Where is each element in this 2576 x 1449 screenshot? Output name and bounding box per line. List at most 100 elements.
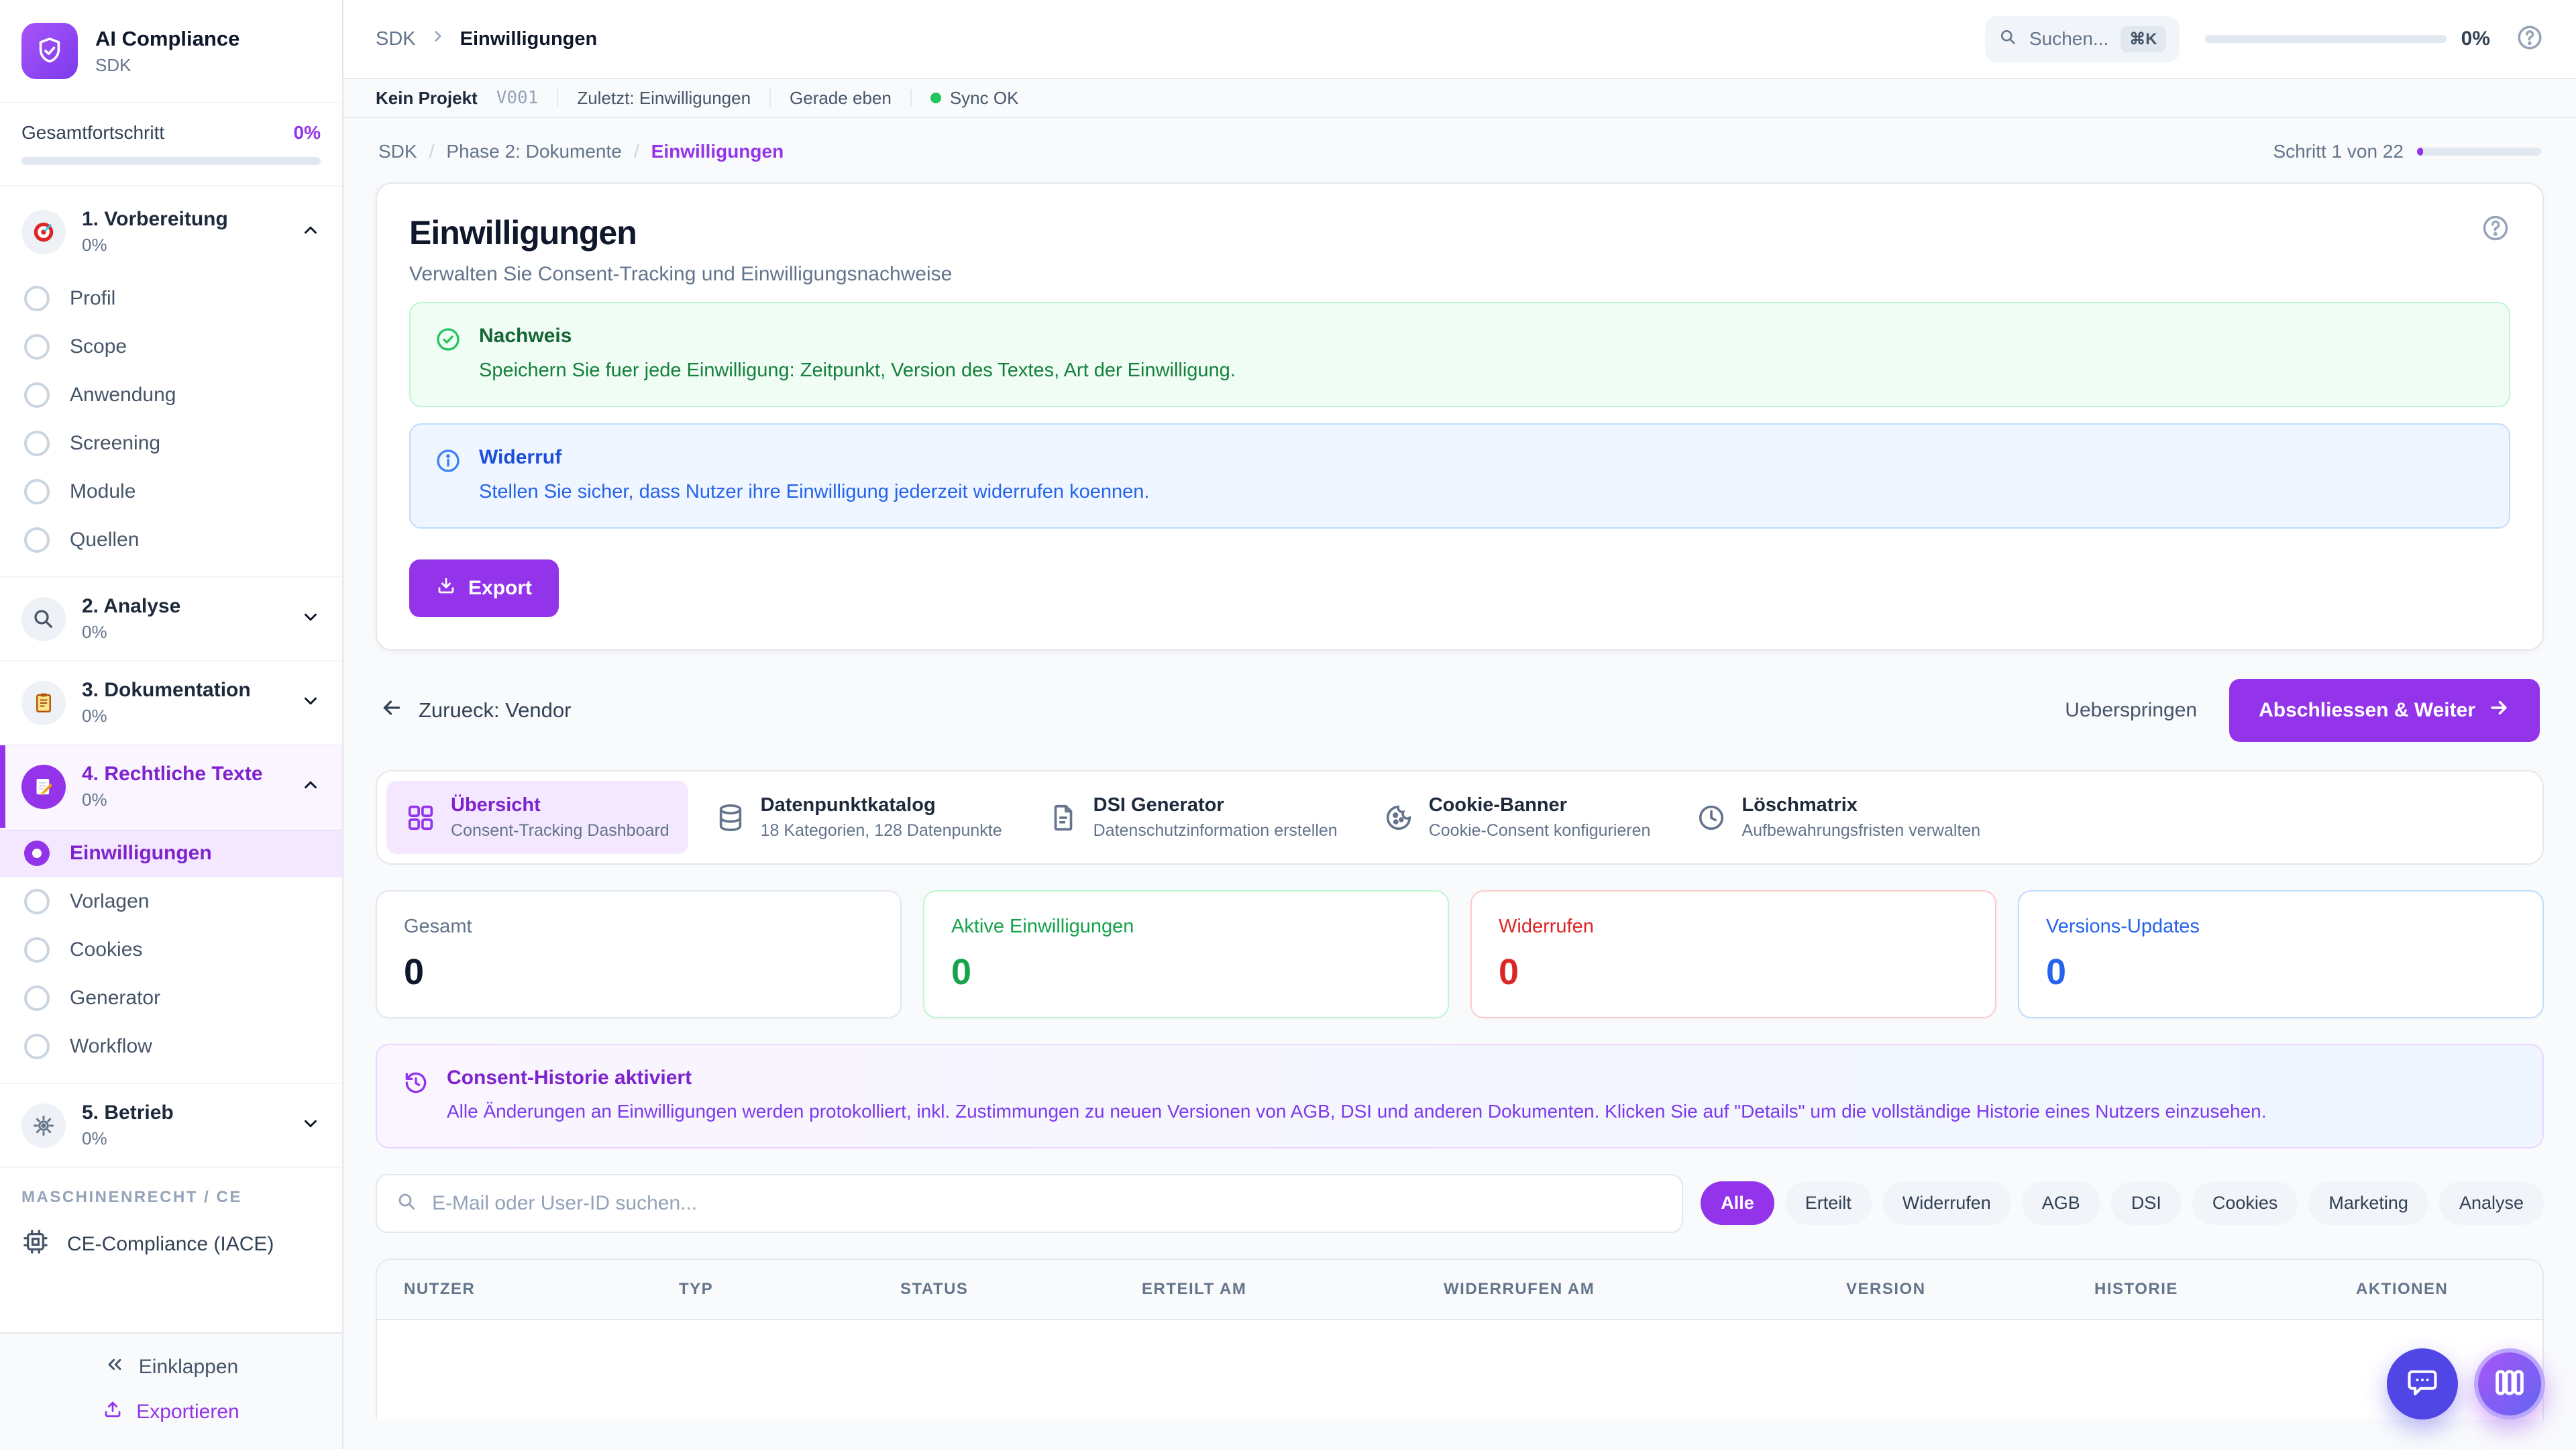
- step-radio: [24, 286, 50, 311]
- consent-history-banner: Consent-Historie aktiviert Alle Änderung…: [376, 1044, 2544, 1148]
- sidebar-item-label: Cookies: [70, 938, 143, 961]
- note-title: Nachweis: [479, 325, 572, 347]
- sidebar-item-label: Generator: [70, 987, 161, 1009]
- tab-datenpunktkatalog[interactable]: Datenpunktkatalog 18 Kategorien, 128 Date…: [696, 781, 1021, 854]
- filter-chip-dsi[interactable]: DSI: [2110, 1181, 2182, 1226]
- collapse-label: Einklappen: [138, 1356, 239, 1378]
- sidebar-section-vorbereitung[interactable]: 1. Vorbereitung 0%: [0, 191, 342, 273]
- sidebar-item-ce-compliance[interactable]: CE-Compliance (IACE): [0, 1216, 342, 1273]
- grid-icon: [405, 802, 436, 833]
- sidebar-section-rechtliche-texte[interactable]: 4. Rechtliche Texte 0%: [0, 745, 342, 828]
- filter-chip-alle[interactable]: Alle: [1701, 1181, 1774, 1226]
- tab-dsi-generator[interactable]: DSI Generator Datenschutzinformation erst…: [1029, 781, 1356, 854]
- banner-title: Consent-Historie aktiviert: [447, 1067, 692, 1089]
- page-breadcrumb: SDK Phase 2: Dokumente Einwilligungen: [378, 141, 784, 162]
- version-badge: V001: [496, 88, 539, 108]
- note-text: Stellen Sie sicher, dass Nutzer ihre Ein…: [479, 481, 1150, 503]
- tab-subtitle: Datenschutzinformation erstellen: [1093, 821, 1338, 841]
- sidebar-item-cookies[interactable]: Cookies: [0, 926, 342, 974]
- arrow-left-icon: [380, 696, 404, 725]
- tab-loeschmatrix[interactable]: Löschmatrix Aufbewahrungsfristen verwalte…: [1677, 781, 1999, 854]
- sidebar-section-analyse[interactable]: 2. Analyse 0%: [0, 578, 342, 660]
- table-header-row: NUTZER TYP STATUS ERTEILT AM WIDERRUFEN …: [377, 1259, 2542, 1320]
- history-icon: [402, 1069, 429, 1099]
- help-icon[interactable]: [2481, 213, 2510, 246]
- stat-value: 0: [1499, 952, 1519, 993]
- section-title: 3. Dokumentation: [82, 679, 251, 701]
- sidebar-item-module[interactable]: Module: [0, 468, 342, 516]
- global-search-button[interactable]: Suchen... ⌘K: [1984, 15, 2180, 62]
- sidebar-item-workflow[interactable]: Workflow: [0, 1022, 342, 1071]
- download-icon: [436, 576, 456, 601]
- note-text: Speichern Sie fuer jede Einwilligung: Ze…: [479, 360, 1236, 381]
- sync-label: Sync OK: [949, 87, 1019, 108]
- section-percent: 0%: [82, 1128, 107, 1148]
- next-button[interactable]: Abschliessen & Weiter: [2229, 679, 2540, 743]
- export-label: Exportieren: [136, 1401, 239, 1423]
- sidebar-item-screening[interactable]: Screening: [0, 419, 342, 468]
- help-icon[interactable]: [2516, 23, 2544, 55]
- back-button[interactable]: Zurueck: Vendor: [380, 696, 571, 725]
- filter-chip-widerrufen[interactable]: Widerrufen: [1882, 1181, 2011, 1226]
- tab-uebersicht[interactable]: Übersicht Consent-Tracking Dashboard: [386, 781, 688, 855]
- step-radio-active: [24, 841, 50, 866]
- columns-fab-button[interactable]: [2474, 1348, 2545, 1419]
- section-title: 5. Betrieb: [82, 1102, 174, 1124]
- filter-chip-cookies[interactable]: Cookies: [2192, 1181, 2298, 1226]
- upload-icon: [103, 1399, 123, 1425]
- sidebar-item-label: Einwilligungen: [70, 842, 212, 864]
- chat-fab-button[interactable]: [2387, 1348, 2458, 1419]
- back-button-label: Zurueck: Vendor: [419, 698, 572, 722]
- skip-button[interactable]: Ueberspringen: [2065, 699, 2198, 722]
- column-header-historie: HISTORIE: [2094, 1279, 2178, 1298]
- column-header-erteilt-am: ERTEILT AM: [1142, 1279, 1247, 1298]
- sidebar-footer: Einklappen Exportieren: [0, 1332, 342, 1449]
- filter-chip-analyse[interactable]: Analyse: [2438, 1181, 2544, 1226]
- sidebar-item-generator[interactable]: Generator: [0, 974, 342, 1022]
- floating-actions: [2387, 1348, 2545, 1419]
- sidebar-item-quellen[interactable]: Quellen: [0, 516, 342, 564]
- sidebar-item-vorlagen[interactable]: Vorlagen: [0, 877, 342, 926]
- export-button[interactable]: Export: [409, 559, 559, 618]
- last-saved-time: Gerade eben: [790, 87, 892, 108]
- project-name: Kein Projekt: [376, 87, 478, 108]
- column-header-version: VERSION: [1846, 1279, 1926, 1298]
- chevron-up-icon: [301, 775, 321, 798]
- collapse-sidebar-button[interactable]: Einklappen: [104, 1354, 238, 1381]
- divider: [910, 89, 912, 107]
- breadcrumb-phase[interactable]: Phase 2: Dokumente: [446, 141, 622, 162]
- target-icon: [21, 209, 66, 254]
- overall-progress-value: 0%: [293, 122, 321, 143]
- sidebar-section-betrieb[interactable]: 5. Betrieb 0%: [0, 1084, 342, 1167]
- breadcrumb-root[interactable]: SDK: [378, 141, 417, 162]
- search-icon: [396, 1191, 417, 1216]
- divider: [769, 89, 771, 107]
- section-percent: 0%: [82, 622, 107, 642]
- stat-value: 0: [404, 952, 425, 993]
- chevron-right-icon: [429, 28, 447, 50]
- gear-icon: [21, 1103, 66, 1148]
- sidebar-item-anwendung[interactable]: Anwendung: [0, 371, 342, 419]
- filter-chip-agb[interactable]: AGB: [2021, 1181, 2100, 1226]
- filter-chip-erteilt[interactable]: Erteilt: [1784, 1181, 1872, 1226]
- step-radio: [24, 1034, 50, 1059]
- user-search-field[interactable]: [376, 1173, 1684, 1233]
- user-search-input[interactable]: [432, 1191, 1664, 1215]
- tab-subtitle: Consent-Tracking Dashboard: [451, 821, 669, 841]
- breadcrumb-root[interactable]: SDK: [376, 28, 416, 50]
- page-title: Einwilligungen: [409, 214, 637, 252]
- brand-header: AI Compliance SDK: [0, 0, 342, 103]
- sidebar-item-einwilligungen[interactable]: Einwilligungen: [0, 829, 342, 877]
- sidebar-item-profil[interactable]: Profil: [0, 274, 342, 323]
- sidebar-section-dokumentation[interactable]: 3. Dokumentation 0%: [0, 661, 342, 744]
- note-title: Widerruf: [479, 446, 562, 469]
- step-radio: [24, 334, 50, 360]
- export-sidebar-button[interactable]: Exportieren: [103, 1399, 239, 1425]
- sidebar-item-scope[interactable]: Scope: [0, 323, 342, 371]
- tab-cookie-banner[interactable]: Cookie-Banner Cookie-Consent konfiguriere…: [1364, 781, 1670, 854]
- filter-chip-marketing[interactable]: Marketing: [2308, 1181, 2428, 1226]
- consents-table: NUTZER TYP STATUS ERTEILT AM WIDERRUFEN …: [376, 1258, 2544, 1419]
- sidebar-item-label: Screening: [70, 432, 161, 454]
- main-area: SDK Einwilligungen Suchen... ⌘K 0% Kein …: [343, 0, 2576, 1449]
